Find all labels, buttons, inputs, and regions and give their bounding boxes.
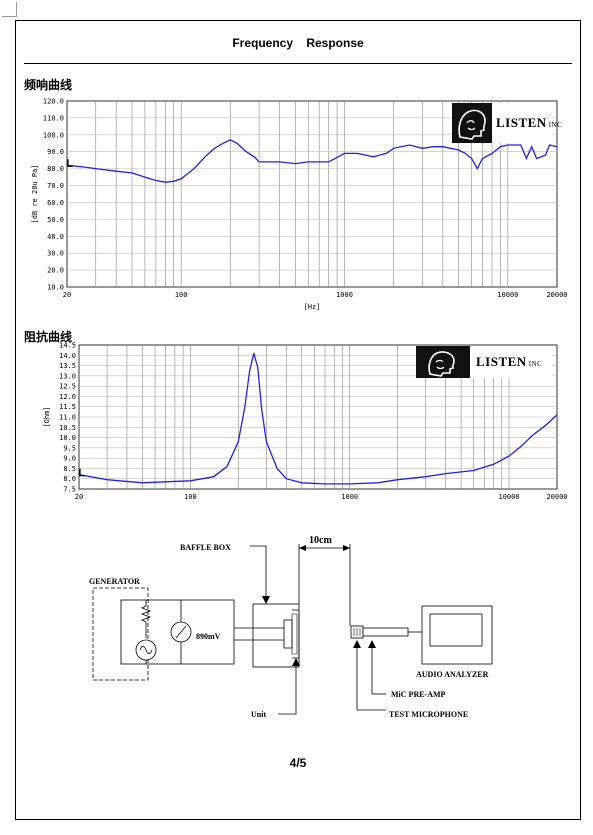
y-tick-label: 80.0 [47, 165, 64, 173]
y-tick-label: 14.5 [59, 342, 76, 350]
unit-label: Unit [251, 710, 266, 719]
y-tick-label: 9.5 [63, 444, 76, 452]
analyzer-label: AUDIO ANALYZER [416, 670, 489, 679]
cursor-marker [67, 159, 73, 167]
y-tick-label: 11.5 [59, 403, 76, 411]
baffle-box-label: BAFFLE BOX [180, 543, 231, 552]
preamp-label: MiC PRE-AMP [391, 690, 446, 699]
y-tick-label: 13.0 [59, 372, 76, 380]
y-tick-label: 40.0 [47, 233, 64, 241]
y-tick-label: 12.0 [59, 393, 76, 401]
generator-label: GENERATOR [89, 577, 140, 586]
resistor-icon [140, 600, 152, 638]
logo-frequency-chart: LISTEN INC [452, 103, 562, 143]
distance-label: 10cm [309, 535, 332, 546]
head-profile-icon [416, 346, 470, 378]
x-tick-label: 20 [63, 291, 71, 299]
y-tick-label: 11.0 [59, 414, 76, 422]
y-tick-label: 8.0 [63, 475, 76, 483]
y-tick-label: 110.0 [43, 114, 64, 122]
y-tick-label: 10.0 [47, 284, 64, 292]
x-axis-label: [Hz] [304, 303, 321, 311]
y-tick-label: 13.5 [59, 362, 76, 370]
logo-text: LISTEN INC [496, 115, 563, 130]
cursor-marker [79, 468, 85, 477]
title-rule [24, 63, 572, 64]
y-tick-label: 7.5 [63, 486, 76, 494]
page-frame [15, 20, 581, 820]
head-profile-icon [452, 103, 492, 143]
x-tick-label: 20 [75, 493, 83, 501]
y-tick-label: 60.0 [47, 199, 64, 207]
crop-mark [2, 2, 17, 17]
y-tick-label: 20.0 [47, 267, 64, 275]
x-tick-label: 10000 [498, 493, 519, 501]
x-tick-label: 1000 [341, 493, 358, 501]
analyzer-screen [429, 613, 483, 647]
y-tick-label: 8.5 [63, 465, 76, 473]
mic-preamp [362, 627, 409, 637]
x-tick-label: 100 [175, 291, 188, 299]
microphone-label: TEST MICROPHONE [389, 710, 468, 719]
y-tick-label: 30.0 [47, 250, 64, 258]
y-tick-label: 90.0 [47, 148, 64, 156]
voltage-label: 890mV [196, 632, 221, 641]
y-tick-label: 100.0 [43, 131, 64, 139]
x-tick-label: 20000 [546, 291, 567, 299]
response-curve [66, 139, 558, 183]
y-tick-label: 50.0 [47, 216, 64, 224]
impedance-label: 阻抗曲线 [24, 330, 73, 344]
x-tick-label: 1000 [336, 291, 353, 299]
y-tick-label: 12.5 [59, 383, 76, 391]
generator-box [92, 587, 149, 681]
response-curve [78, 353, 558, 485]
y-tick-label: 70.0 [47, 182, 64, 190]
y-tick-label: 10.0 [59, 434, 76, 442]
frequency-response-label: 频响曲线 [24, 78, 73, 92]
logo-text: LISTEN INC [476, 354, 543, 369]
x-tick-label: 10000 [497, 291, 518, 299]
speaker-unit [283, 619, 293, 649]
y-tick-label: 120.0 [43, 98, 64, 106]
page-number: 4/5 [289, 756, 307, 770]
y-axis-label: [Ohm] [43, 406, 51, 427]
y-axis-label: [dB re 20u Pa] [31, 164, 39, 223]
logo-impedance-chart: LISTEN INC [416, 346, 552, 378]
generator-circuit [120, 599, 235, 665]
y-tick-label: 9.0 [63, 455, 76, 463]
y-tick-label: 14.0 [59, 352, 76, 360]
x-tick-label: 20000 [546, 493, 567, 501]
document-title: Frequency Response [232, 36, 364, 50]
y-tick-label: 10.5 [59, 424, 76, 432]
x-tick-label: 100 [184, 493, 197, 501]
